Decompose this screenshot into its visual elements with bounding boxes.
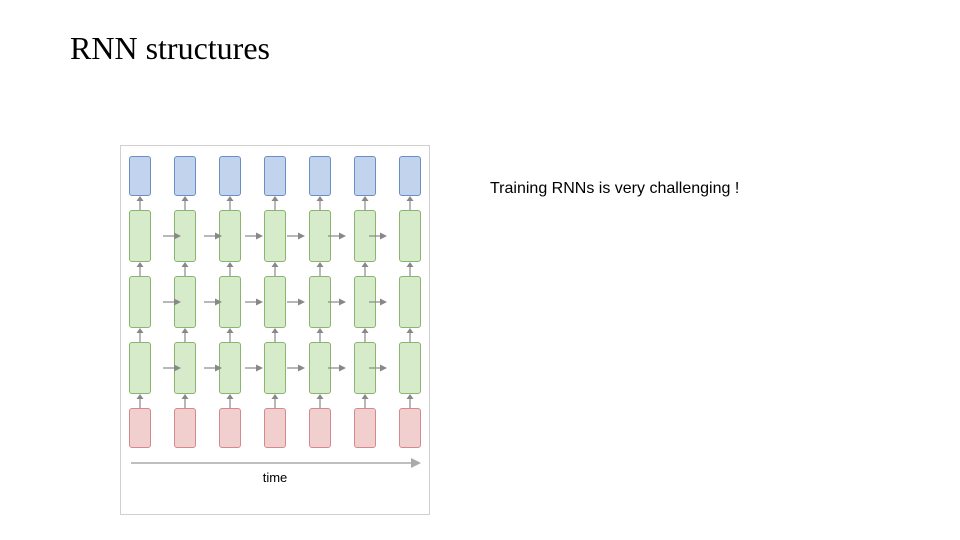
up-arrow-icon <box>174 196 196 210</box>
hidden-l1-t2 <box>219 276 241 328</box>
output-t3 <box>264 156 286 196</box>
input-t0 <box>129 408 151 448</box>
up-arrow-icon <box>399 328 421 342</box>
hidden-l0-t2 <box>219 342 241 394</box>
up-arrow-icon <box>399 394 421 408</box>
up-arrow-icon <box>219 196 241 210</box>
up-arrow-icon <box>264 394 286 408</box>
input-t4 <box>309 408 331 448</box>
up-arrow-icon <box>174 262 196 276</box>
up-arrow-icon <box>264 262 286 276</box>
output-t6 <box>399 156 421 196</box>
up-arrow-icon <box>129 196 151 210</box>
input-t5 <box>354 408 376 448</box>
hidden-l2-t0 <box>129 210 151 262</box>
up-arrow-icon <box>129 262 151 276</box>
hidden-l1-t5 <box>354 276 376 328</box>
hidden-l1-t4 <box>309 276 331 328</box>
up-arrow-icon <box>354 394 376 408</box>
hidden-l1-t1 <box>174 276 196 328</box>
up-arrow-icon <box>219 394 241 408</box>
hidden-l2-t2 <box>219 210 241 262</box>
hidden-l2-t5 <box>354 210 376 262</box>
up-arrow-icon <box>309 262 331 276</box>
up-arrow-icon <box>309 328 331 342</box>
hidden-l2-t6 <box>399 210 421 262</box>
input-t1 <box>174 408 196 448</box>
hidden-l1-t0 <box>129 276 151 328</box>
time-arrow-icon <box>129 456 421 470</box>
output-t4 <box>309 156 331 196</box>
hidden-l0-t1 <box>174 342 196 394</box>
hidden-l2-t1 <box>174 210 196 262</box>
up-arrow-icon <box>354 196 376 210</box>
input-t2 <box>219 408 241 448</box>
caption-text: Training RNNs is very challenging ! <box>490 180 739 198</box>
hidden-l0-t0 <box>129 342 151 394</box>
hidden-l1-t6 <box>399 276 421 328</box>
up-arrow-icon <box>264 196 286 210</box>
rnn-diagram: time <box>120 145 430 515</box>
hidden-l2-t3 <box>264 210 286 262</box>
up-arrow-icon <box>399 262 421 276</box>
input-t3 <box>264 408 286 448</box>
up-arrow-icon <box>309 394 331 408</box>
up-arrow-icon <box>399 196 421 210</box>
output-t2 <box>219 156 241 196</box>
up-arrow-icon <box>309 196 331 210</box>
up-arrow-icon <box>264 328 286 342</box>
output-t0 <box>129 156 151 196</box>
hidden-l0-t3 <box>264 342 286 394</box>
up-arrow-icon <box>354 262 376 276</box>
up-arrow-icon <box>129 328 151 342</box>
time-label: time <box>129 470 421 485</box>
up-arrow-icon <box>129 394 151 408</box>
up-arrow-icon <box>354 328 376 342</box>
up-arrow-icon <box>219 328 241 342</box>
up-arrow-icon <box>174 328 196 342</box>
up-arrow-icon <box>174 394 196 408</box>
hidden-l0-t6 <box>399 342 421 394</box>
hidden-l0-t4 <box>309 342 331 394</box>
up-arrow-icon <box>219 262 241 276</box>
hidden-l0-t5 <box>354 342 376 394</box>
hidden-l1-t3 <box>264 276 286 328</box>
time-axis: time <box>129 456 421 486</box>
input-t6 <box>399 408 421 448</box>
output-t1 <box>174 156 196 196</box>
output-t5 <box>354 156 376 196</box>
hidden-l2-t4 <box>309 210 331 262</box>
page-title: RNN structures <box>70 30 270 67</box>
